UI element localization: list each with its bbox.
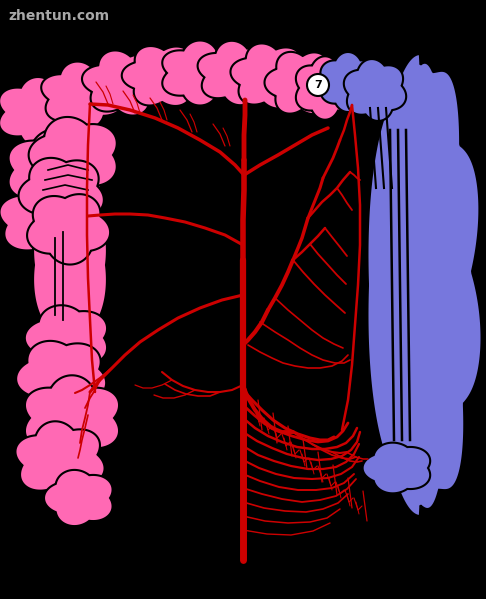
Text: 7: 7 <box>314 80 322 90</box>
Polygon shape <box>25 376 119 461</box>
Polygon shape <box>363 443 430 494</box>
Polygon shape <box>296 56 354 120</box>
Polygon shape <box>9 129 102 211</box>
Polygon shape <box>198 41 275 105</box>
Polygon shape <box>0 77 77 147</box>
Polygon shape <box>122 46 204 106</box>
Polygon shape <box>29 117 117 193</box>
Polygon shape <box>0 182 97 258</box>
Polygon shape <box>16 421 104 499</box>
Polygon shape <box>82 50 166 116</box>
Polygon shape <box>367 54 482 516</box>
Polygon shape <box>320 52 376 112</box>
Polygon shape <box>162 41 238 105</box>
Polygon shape <box>25 305 107 371</box>
Circle shape <box>307 74 329 96</box>
Polygon shape <box>27 194 110 265</box>
Polygon shape <box>16 341 106 412</box>
Polygon shape <box>230 44 310 108</box>
Polygon shape <box>18 158 104 228</box>
Text: zhentun.com: zhentun.com <box>8 9 109 23</box>
Polygon shape <box>344 59 406 121</box>
Polygon shape <box>44 470 113 526</box>
Polygon shape <box>33 195 107 335</box>
Polygon shape <box>264 52 340 114</box>
Polygon shape <box>41 62 123 128</box>
